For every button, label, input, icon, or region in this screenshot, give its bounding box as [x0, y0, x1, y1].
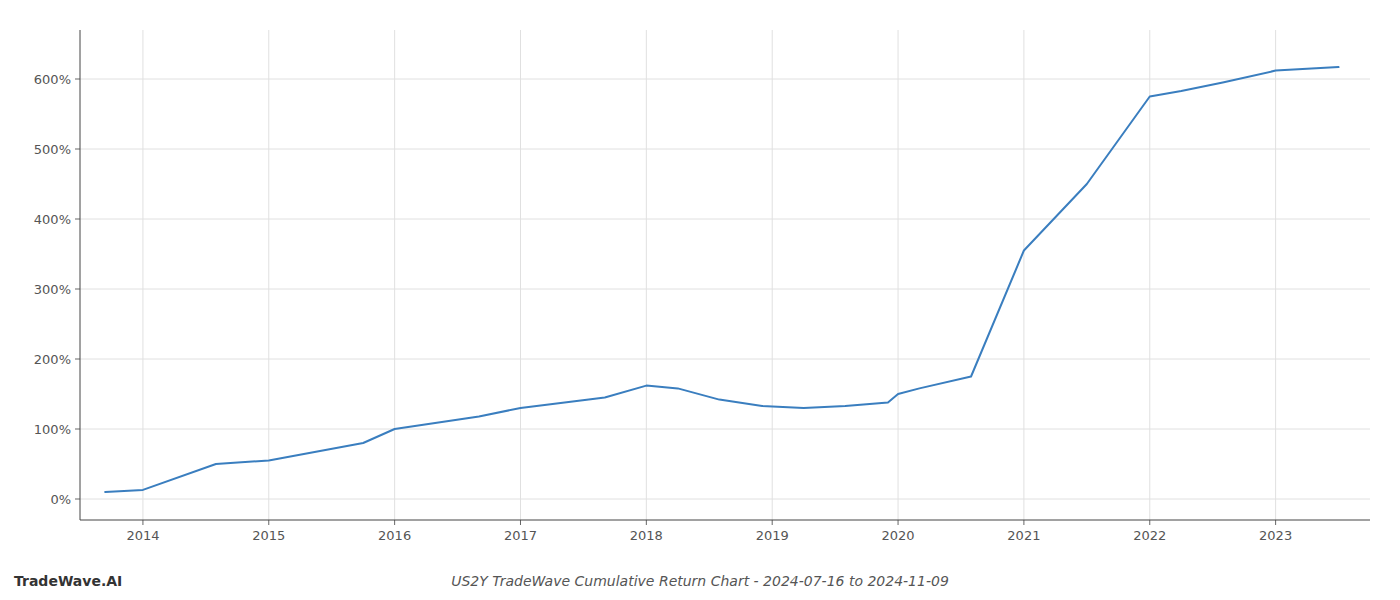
y-grid-line [80, 429, 1370, 430]
x-tick [520, 520, 521, 525]
x-tick [1275, 520, 1276, 525]
y-tick [75, 499, 80, 500]
axes: 2014 2015 2016 2017 2018 2019 2020 2021 2022 2023… [34, 30, 1370, 543]
texts: US2Y TradeWave Cumulative Return Chart -… [14, 573, 949, 589]
y-tick [75, 79, 80, 80]
x-tick-label: 2015 [252, 528, 285, 543]
line-series [105, 67, 1338, 492]
x-grid-line [268, 30, 269, 520]
y-tick-label: 0% [50, 492, 71, 507]
x-tick-label: 2023 [1259, 528, 1292, 543]
x-tick [898, 520, 899, 525]
x-tick [646, 520, 647, 525]
x-tick [1149, 520, 1150, 525]
data-area [105, 67, 1338, 492]
y-tick [75, 359, 80, 360]
chart-svg: 2014 2015 2016 2017 2018 2019 2020 2021 2022 2023… [0, 0, 1400, 600]
y-grid-line [80, 79, 1370, 80]
x-grid-line [1275, 30, 1276, 520]
y-tick-label: 600% [34, 72, 71, 87]
x-tick-label: 2016 [378, 528, 411, 543]
y-axis-line [80, 30, 81, 520]
x-tick [1023, 520, 1024, 525]
chart-title: US2Y TradeWave Cumulative Return Chart -… [451, 573, 949, 589]
x-tick [772, 520, 773, 525]
x-grid-line [1149, 30, 1150, 520]
x-grid-line [520, 30, 521, 520]
x-tick-label: 2019 [756, 528, 789, 543]
y-tick-label: 200% [34, 352, 71, 367]
y-tick [75, 289, 80, 290]
x-grid-line [394, 30, 395, 520]
y-tick [75, 429, 80, 430]
x-tick [142, 520, 143, 525]
y-grid-line [80, 219, 1370, 220]
y-tick-label: 400% [34, 212, 71, 227]
y-grid-line [80, 149, 1370, 150]
grid [80, 30, 1370, 520]
x-tick-label: 2014 [126, 528, 159, 543]
x-tick [394, 520, 395, 525]
x-grid-line [1023, 30, 1024, 520]
y-tick-label: 300% [34, 282, 71, 297]
y-grid-line [80, 289, 1370, 290]
x-tick [268, 520, 269, 525]
page: {"chart_data": {"type": "line", "title":… [0, 0, 1400, 600]
y-tick-label: 500% [34, 142, 71, 157]
x-grid-line [772, 30, 773, 520]
chart-container: 2014 2015 2016 2017 2018 2019 2020 2021 2022 2023… [0, 0, 1400, 600]
x-grid-line [898, 30, 899, 520]
y-tick [75, 219, 80, 220]
x-tick-label: 2018 [630, 528, 663, 543]
x-grid-line [646, 30, 647, 520]
y-tick [75, 149, 80, 150]
x-tick-label: 2020 [882, 528, 915, 543]
x-tick-label: 2022 [1133, 528, 1166, 543]
footer-annotation: TradeWave.AI [14, 573, 122, 589]
y-tick-label: 100% [34, 422, 71, 437]
x-grid-line [142, 30, 143, 520]
y-grid-line [80, 499, 1370, 500]
y-grid-line [80, 359, 1370, 360]
x-axis-line [80, 520, 1370, 521]
x-tick-label: 2017 [504, 528, 537, 543]
x-tick-label: 2021 [1007, 528, 1040, 543]
